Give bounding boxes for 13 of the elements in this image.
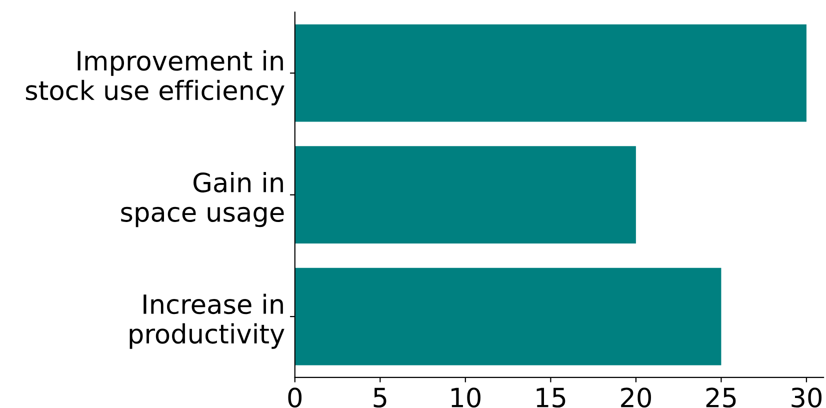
y-tick-label: Gain in space usage: [121, 172, 284, 228]
bar: [294, 268, 722, 366]
x-tick-label: 30: [792, 388, 822, 408]
x-tick-label: 25: [706, 388, 736, 408]
x-tick-label: 0: [288, 388, 302, 408]
x-tick-label: 20: [621, 388, 651, 408]
y-tick-label: Increase in productivity: [130, 294, 284, 349]
x-tick-label: 15: [536, 388, 566, 408]
x-tick-label: 5: [374, 388, 386, 408]
x-tick-label: 10: [452, 388, 480, 408]
bar: [294, 146, 636, 244]
bar: [294, 24, 806, 122]
y-tick-label: Improvement in stock use efficiency: [26, 50, 284, 106]
